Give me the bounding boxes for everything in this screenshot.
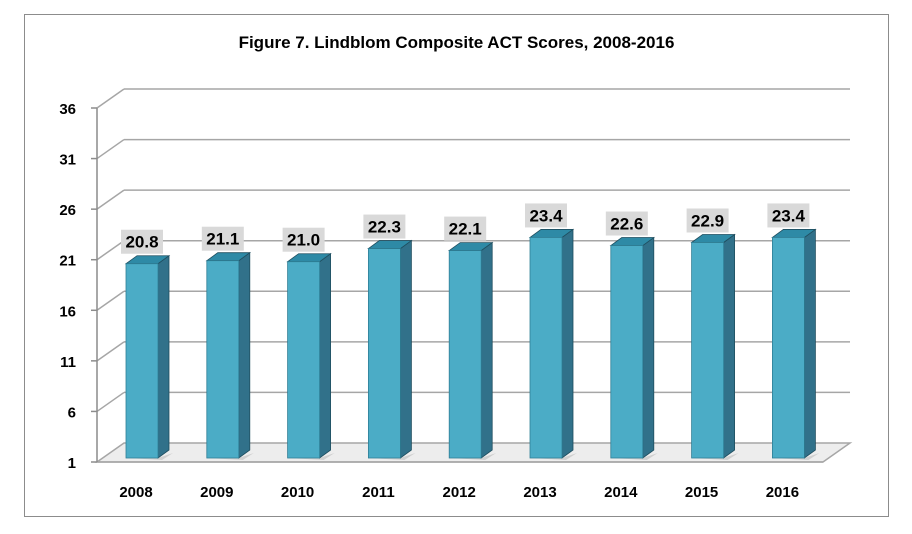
bar [448, 250, 482, 459]
data-label: 21.1 [206, 230, 239, 249]
x-tick-label: 2016 [766, 484, 799, 501]
y-tick-label: 26 [59, 202, 76, 219]
chart-title: Figure 7. Lindblom Composite ACT Scores,… [238, 33, 675, 52]
bar-side [157, 254, 170, 459]
data-label: 23.4 [772, 206, 806, 225]
data-label: 21.0 [287, 231, 320, 250]
data-label-bg [282, 227, 325, 252]
gridline-diagonal [96, 88, 125, 109]
gridline-diagonal [96, 290, 125, 311]
bar-side [804, 228, 816, 459]
gridline-diagonal [96, 341, 125, 362]
bar [772, 237, 805, 459]
x-tick-label: 2008 [119, 484, 152, 501]
bar [287, 261, 321, 459]
data-label: 22.3 [368, 218, 401, 237]
gridline-diagonal [96, 391, 125, 413]
y-tick-label: 6 [68, 404, 76, 421]
data-label-bg [444, 216, 487, 241]
data-label: 22.9 [691, 211, 724, 230]
data-label-bg [767, 203, 810, 228]
y-tick-label: 36 [59, 101, 76, 118]
bar [367, 248, 401, 459]
x-tick-label: 2012 [443, 484, 476, 501]
data-label-bg [363, 214, 406, 239]
label-layer: 20.8 21.1 21.0 22.3 22.1 23.4 22.6 22.9 23.4 [121, 203, 810, 254]
bar [610, 245, 644, 459]
bar-side [238, 251, 251, 459]
y-tick-label: 21 [59, 253, 76, 270]
y-tick-label: 11 [60, 354, 76, 371]
y-tick-label: 16 [59, 303, 76, 320]
x-tick-label: 2015 [685, 484, 718, 501]
bar [206, 260, 240, 459]
data-label-bg [686, 208, 729, 233]
gridline-diagonal [96, 189, 125, 210]
data-label-bg [201, 226, 244, 251]
bar-layer [124, 228, 820, 460]
y-tick-label: 1 [68, 455, 76, 472]
x-tick-label: 2014 [604, 484, 638, 501]
data-label-bg [605, 211, 648, 236]
bar [125, 263, 159, 459]
bar [691, 242, 724, 459]
data-label: 22.6 [610, 215, 643, 234]
bar-side [561, 228, 574, 459]
data-label-bg [525, 203, 567, 228]
data-label-bg [121, 229, 163, 254]
data-label: 20.8 [125, 233, 158, 252]
bar [529, 237, 563, 459]
bar-side [399, 239, 412, 459]
bar-side [723, 233, 735, 459]
x-tick-label: 2013 [523, 484, 556, 501]
bar-side [480, 241, 493, 459]
gridline-diagonal [96, 138, 125, 160]
bar-side [319, 252, 332, 459]
y-tick-label: 31 [59, 152, 76, 169]
x-tick-label: 2010 [281, 484, 314, 501]
x-tick-label: 2011 [362, 484, 395, 501]
gridline-diagonal [96, 240, 125, 261]
bar-side [642, 236, 655, 459]
data-label: 23.4 [529, 206, 563, 225]
x-tick-label: 2009 [200, 484, 233, 501]
data-label: 22.1 [449, 220, 482, 239]
